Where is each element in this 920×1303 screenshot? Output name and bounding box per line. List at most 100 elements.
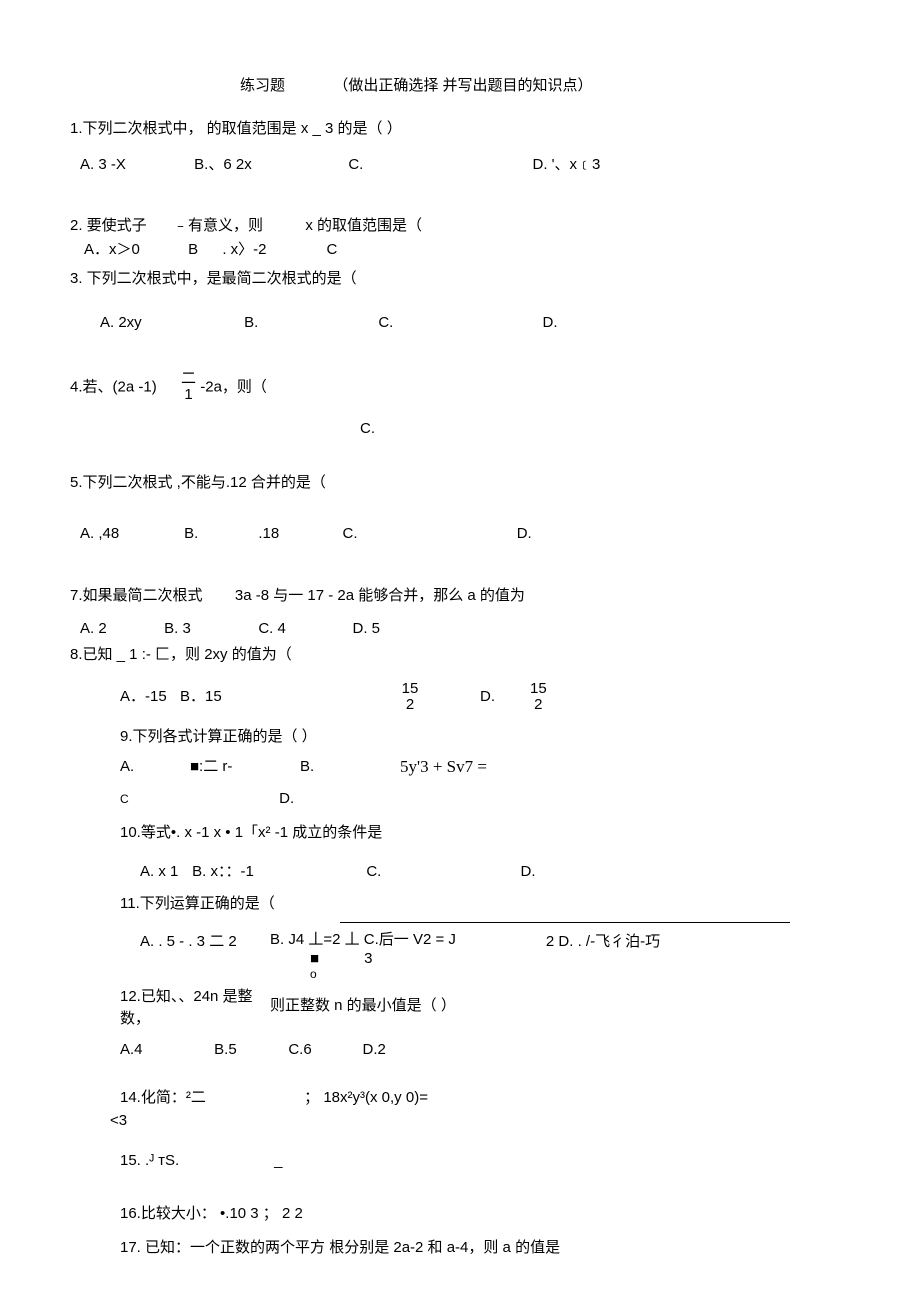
q4-a: 4.若、(2a -1)	[70, 378, 157, 395]
q8-frac1: 15 2	[390, 681, 430, 714]
q9-opt-d: D.	[279, 788, 294, 811]
q8-opt-b: B．15	[180, 686, 390, 709]
q5-opt-c: C.	[343, 523, 513, 546]
q9-row2: C D.	[70, 788, 850, 811]
q7-options: A. 2 B. 3 C. 4 D. 5	[70, 618, 850, 641]
q1-opt-d: D. '、x﹝3	[533, 154, 601, 177]
q4-opt-c: C.	[360, 420, 375, 437]
q5-options: A. ,48 B. .18 C. D.	[70, 523, 850, 546]
q5-text: 5.下列二次根式 ,不能与.12 合并的是（	[70, 474, 326, 491]
q9-row1: A. ■:二 r- B. 5y'3 + Sv7 =	[70, 754, 850, 780]
q14-b: ； 18x²y³(x 0,y 0)=	[304, 1087, 428, 1110]
q7-opt-b: B. 3	[164, 618, 254, 641]
q15-a: 15. .ᴶ ᴛS.	[120, 1150, 270, 1173]
q2-c: x 的取值范围是（	[305, 217, 422, 234]
q10-options: A. x 1 B. x：：-1 C. D.	[70, 861, 850, 884]
q11-stem: 11.下列运算正确的是（	[70, 893, 850, 916]
q4-c-row: C.	[70, 418, 850, 441]
q8-opt-a: A．-15	[120, 686, 180, 709]
q8-f2b: 2	[534, 697, 542, 714]
q9-opt-clike: C	[120, 790, 275, 808]
q7-a: 7.如果最简二次根式	[70, 587, 203, 604]
q3-opt-a: A. 2xy	[100, 312, 240, 335]
q3-text: 3. 下列二次根式中，是最简二次根式的是（	[70, 270, 357, 287]
q5-opt-d: D.	[517, 523, 532, 546]
q12-opt-a: A.4	[120, 1039, 210, 1062]
q5-opt-b2: .18	[258, 523, 338, 546]
q3-opt-c: C.	[378, 312, 538, 335]
q9-text: 9.下列各式计算正确的是（ ）	[120, 728, 317, 745]
q8-f2t: 15	[530, 681, 547, 698]
q11-sub2: 3	[364, 950, 372, 967]
q8-f1t: 15	[402, 681, 419, 698]
q7-b: 3a -8 与一 17 - 2a 能够合并，那么 a 的值为	[235, 587, 525, 604]
q7-opt-a: A. 2	[80, 618, 160, 641]
q8-f1b: 2	[406, 697, 414, 714]
q7-opt-c: C. 4	[258, 618, 348, 641]
q16-stem: 16.比较大小： •.10 3 ； 2 2	[70, 1203, 850, 1226]
q2-options: A．x＞0 B . x〉-2 C	[70, 239, 850, 262]
q9-opt-a: A.	[120, 756, 190, 779]
q12-opt-d: D.2	[363, 1039, 386, 1062]
q11-options: A. . 5 - . 3 二 2 B. J4 丄=2 丄 C.后一 V2 = J…	[70, 929, 850, 980]
title-row: 练习题 （做出正确选择 并写出题目的知识点）	[70, 75, 850, 98]
q15-tail: _	[274, 1152, 282, 1169]
q12-opt-b: B.5	[214, 1039, 284, 1062]
q4-stack-top: 二	[181, 371, 196, 388]
q8-frac2: 15 2	[530, 681, 547, 714]
q15-stem: 15. .ᴶ ᴛS. _	[70, 1150, 850, 1173]
q14-sub-text: <3	[110, 1112, 127, 1129]
q12-b: 则正整数 n 的最小值是（ ）	[270, 986, 456, 1031]
divider-line	[340, 922, 790, 923]
q3-stem: 3. 下列二次根式中，是最简二次根式的是（	[70, 268, 850, 291]
q2-b: ﹣有意义，则	[173, 217, 263, 234]
q11-opt-b: B. J4 丄=2 丄 C.后一 V2 = J	[270, 929, 456, 952]
q11-sub3: o	[310, 967, 317, 981]
q11-opt-a: A. . 5 - . 3 二 2	[140, 929, 270, 954]
q12-opt-c: C.6	[288, 1039, 358, 1062]
q14-stem: 14.化简：²二 ； 18x²y³(x 0,y 0)=	[70, 1087, 850, 1110]
q17-stem: 17. 已知：一个正数的两个平方 根分别是 2a-2 和 a-4，则 a 的值是	[70, 1237, 850, 1260]
q3-opt-d: D.	[543, 312, 558, 335]
title-left: 练习题	[240, 77, 285, 94]
q1-opt-a: A. 3 -X	[80, 154, 190, 177]
q2-opt-b2: . x〉-2	[222, 239, 322, 262]
q10-stem: 10.等式•. x -1 x • 1「x² -1 成立的条件是	[70, 822, 850, 845]
q9-opt-b: B.	[300, 756, 400, 779]
q1-opt-c: C.	[348, 154, 528, 177]
q7-stem: 7.如果最简二次根式 3a -8 与一 17 - 2a 能够合并，那么 a 的值…	[70, 585, 850, 608]
q2-a: 2. 要使式子	[70, 217, 147, 234]
q1-options: A. 3 -X B.、6 2x C. D. '、x﹝3	[70, 154, 850, 177]
q16-text: 16.比较大小： •.10 3 ； 2 2	[120, 1205, 303, 1222]
q9-opt-b2: 5y'3 + Sv7 =	[400, 754, 487, 780]
q2-opt-b: B	[188, 239, 218, 262]
q14-sub: <3	[70, 1110, 850, 1133]
q9-stem: 9.下列各式计算正确的是（ ）	[70, 726, 850, 749]
q7-opt-d: D. 5	[353, 618, 381, 641]
q8-options: A．-15 B．15 15 2 D. 15 2	[70, 681, 850, 714]
q2-opt-c: C	[327, 239, 338, 262]
q5-opt-b: B.	[184, 523, 254, 546]
q2-stem: 2. 要使式子 ﹣有意义，则 x 的取值范围是（	[70, 215, 850, 238]
q9-opt-a2: ■:二 r-	[190, 756, 300, 779]
q8-text: 8.已知 _ 1 :- 匚，则 2xy 的值为（	[70, 646, 292, 663]
q12-stem: 12.已知、、24n 是整数， 则正整数 n 的最小值是（ ）	[70, 986, 850, 1031]
title-right: （做出正确选择 并写出题目的知识点）	[333, 77, 592, 94]
q11-opt-d: 2 D. . /-飞彳泊-巧	[546, 929, 660, 954]
q10-text: 10.等式•. x -1 x • 1「x² -1 成立的条件是	[120, 824, 382, 841]
q8-stem: 8.已知 _ 1 :- 匚，则 2xy 的值为（	[70, 644, 850, 667]
q17-text: 17. 已知：一个正数的两个平方 根分别是 2a-2 和 a-4，则 a 的值是	[120, 1239, 560, 1256]
q1-stem: 1.下列二次根式中， 的取值范围是 x _ 3 的是（ ）	[70, 118, 850, 141]
q10-opt-a: A. x 1	[140, 861, 188, 884]
q4-b: -2a，则（	[200, 378, 267, 395]
q8-opt-d: D.	[480, 686, 530, 709]
q5-opt-a: A. ,48	[80, 523, 180, 546]
q3-options: A. 2xy B. C. D.	[70, 312, 850, 335]
q12-a: 12.已知、、24n 是整数，	[120, 986, 270, 1031]
q10-opt-b: B. x：：-1	[192, 861, 362, 884]
q1-text: 1.下列二次根式中， 的取值范围是 x _ 3 的是（ ）	[70, 120, 402, 137]
q11-sub1: ■	[310, 951, 360, 968]
q14-a: 14.化简：²二	[120, 1087, 300, 1110]
q12-options: A.4 B.5 C.6 D.2	[70, 1039, 850, 1062]
q1-opt-b: B.、6 2x	[194, 154, 344, 177]
